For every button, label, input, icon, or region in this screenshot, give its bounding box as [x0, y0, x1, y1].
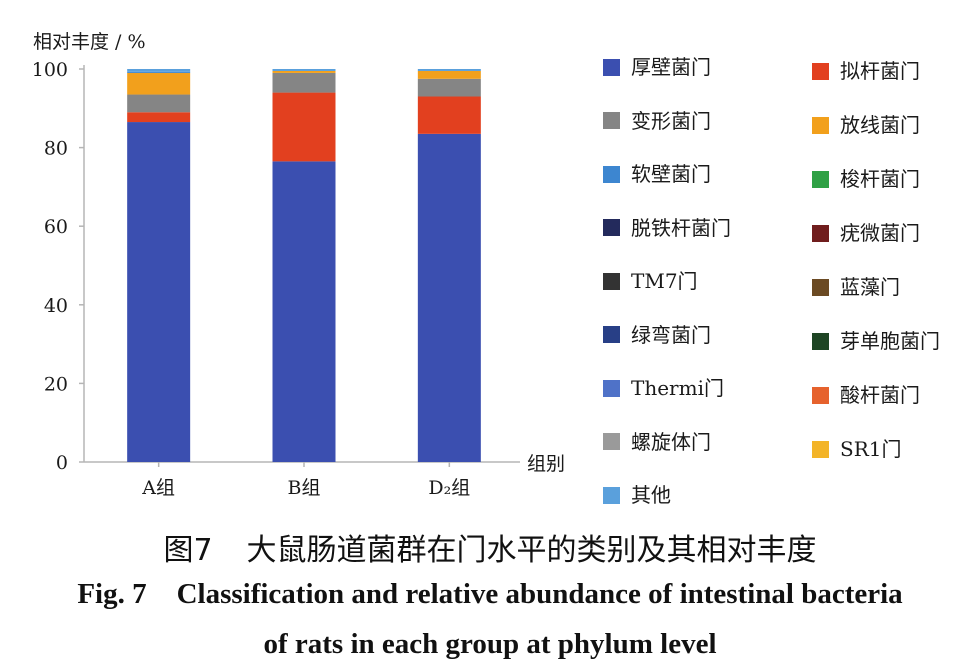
legend-swatch — [812, 116, 829, 134]
legend-label: 螺旋体门 — [631, 429, 711, 454]
legend-label: SR1门 — [840, 437, 902, 461]
legend-item: 拟杆菌门 — [812, 59, 920, 83]
legend-label: 绿弯菌门 — [631, 322, 711, 347]
bar-segment — [272, 72, 336, 93]
legend-label: 蓝藻门 — [840, 275, 900, 299]
legend-label: 变形菌门 — [631, 108, 711, 133]
bar-segment — [127, 72, 191, 95]
figure-title-cn: 大鼠肠道菌群在门水平的类别及其相对丰度 — [246, 533, 817, 568]
bar-segment — [272, 70, 336, 73]
bar-segment — [127, 112, 191, 123]
legend-item: 绿弯菌门 — [603, 323, 711, 347]
legend-item: 梭杆菌门 — [812, 167, 920, 191]
legend-swatch — [603, 379, 620, 397]
bar-segment — [127, 122, 191, 463]
legend-swatch — [812, 332, 829, 350]
y-tick-label: 20 — [44, 373, 68, 395]
legend-label: 梭杆菌门 — [840, 167, 920, 191]
x-tick-label: D₂组 — [428, 477, 470, 499]
legend-item: 螺旋体门 — [603, 430, 711, 454]
legend-swatch — [603, 112, 620, 129]
legend-item: SR1门 — [812, 437, 901, 461]
legend-swatch — [812, 440, 829, 458]
legend-swatch — [603, 486, 620, 504]
legend-label: Thermi门 — [631, 376, 724, 400]
bar-segment — [272, 161, 336, 463]
legend-swatch — [603, 219, 620, 236]
legend-swatch — [603, 58, 620, 76]
legend-item: 厚壁菌门 — [603, 55, 711, 79]
legend-label: 厚壁菌门 — [631, 55, 711, 79]
legend-item: Thermi门 — [603, 376, 724, 400]
legend-label: TM7门 — [631, 269, 698, 293]
x-tick-label: B组 — [288, 477, 321, 499]
bar-segment — [127, 69, 191, 72]
figure-title-en-line1: Classification and relative abundance of… — [176, 578, 903, 610]
legend-item: 软壁菌门 — [603, 162, 711, 186]
legend-item: 放线菌门 — [812, 113, 920, 137]
bar-segment — [417, 96, 481, 134]
bar-segment — [127, 94, 191, 113]
stacked-bar-chart: 0 20 40 60 80 100 相对丰度 / % 组别 A组 B组 D₂组 — [32, 31, 565, 499]
figure-caption-en: Fig. 7 Classification and relative abunda… — [0, 578, 980, 611]
y-tick-label: 80 — [44, 138, 68, 160]
legend-swatch — [812, 386, 829, 404]
legend-swatch — [812, 170, 829, 188]
y-tick-label: 60 — [44, 216, 68, 238]
bar-segment — [417, 133, 481, 462]
legend-label: 软壁菌门 — [631, 162, 711, 186]
bar-segment — [272, 92, 336, 162]
legend-item: 芽单胞菌门 — [812, 329, 940, 353]
y-tick-label: 40 — [44, 295, 68, 317]
legend-swatch — [812, 278, 829, 296]
y-tick-label: 100 — [32, 59, 68, 81]
legend-label: 芽单胞菌门 — [840, 329, 940, 353]
x-axis-label: 组别 — [527, 453, 565, 475]
y-tick-label: 0 — [56, 452, 68, 474]
bar-segment — [417, 78, 481, 97]
figure-number-en: Fig. 7 — [77, 578, 147, 610]
chart-legend: 厚壁菌门变形菌门软壁菌门脱铁杆菌门 TM7门绿弯菌门 Thermi门 螺旋体门其他 拟杆… — [603, 55, 940, 507]
legend-swatch — [812, 62, 829, 80]
legend-label: 脱铁杆菌门 — [631, 215, 731, 240]
legend-item: 脱铁杆菌门 — [603, 216, 731, 240]
figure-title-en-line2: of rats in each group at phylum level — [263, 628, 717, 660]
legend-label: 放线菌门 — [840, 113, 920, 137]
legend-swatch — [603, 326, 620, 343]
legend-item: 变形菌门 — [603, 109, 711, 133]
bar-segment — [417, 70, 481, 79]
legend-label: 疣微菌门 — [840, 221, 920, 245]
legend-item: TM7门 — [603, 269, 698, 293]
bar-segment — [417, 69, 481, 71]
figure-caption-cn: 图7 大鼠肠道菌群在门水平的类别及其相对丰度 — [0, 525, 980, 569]
legend-label: 酸杆菌门 — [840, 383, 920, 407]
bar-segment — [272, 69, 336, 71]
x-tick-label: A组 — [141, 477, 175, 499]
legend-label: 拟杆菌门 — [840, 59, 920, 83]
legend-item: 酸杆菌门 — [812, 383, 920, 407]
legend-swatch — [812, 224, 829, 242]
legend-swatch — [603, 272, 620, 290]
figure-number-cn: 图7 — [163, 533, 213, 568]
y-axis-label: 相对丰度 / % — [33, 31, 146, 53]
legend-item: 其他 — [603, 483, 671, 507]
legend-label: 其他 — [631, 483, 671, 507]
legend-swatch — [603, 165, 620, 183]
bar-segment — [127, 71, 191, 73]
legend-item: 蓝藻门 — [812, 275, 900, 299]
legend-item: 疣微菌门 — [812, 221, 920, 245]
legend-swatch — [603, 433, 620, 450]
